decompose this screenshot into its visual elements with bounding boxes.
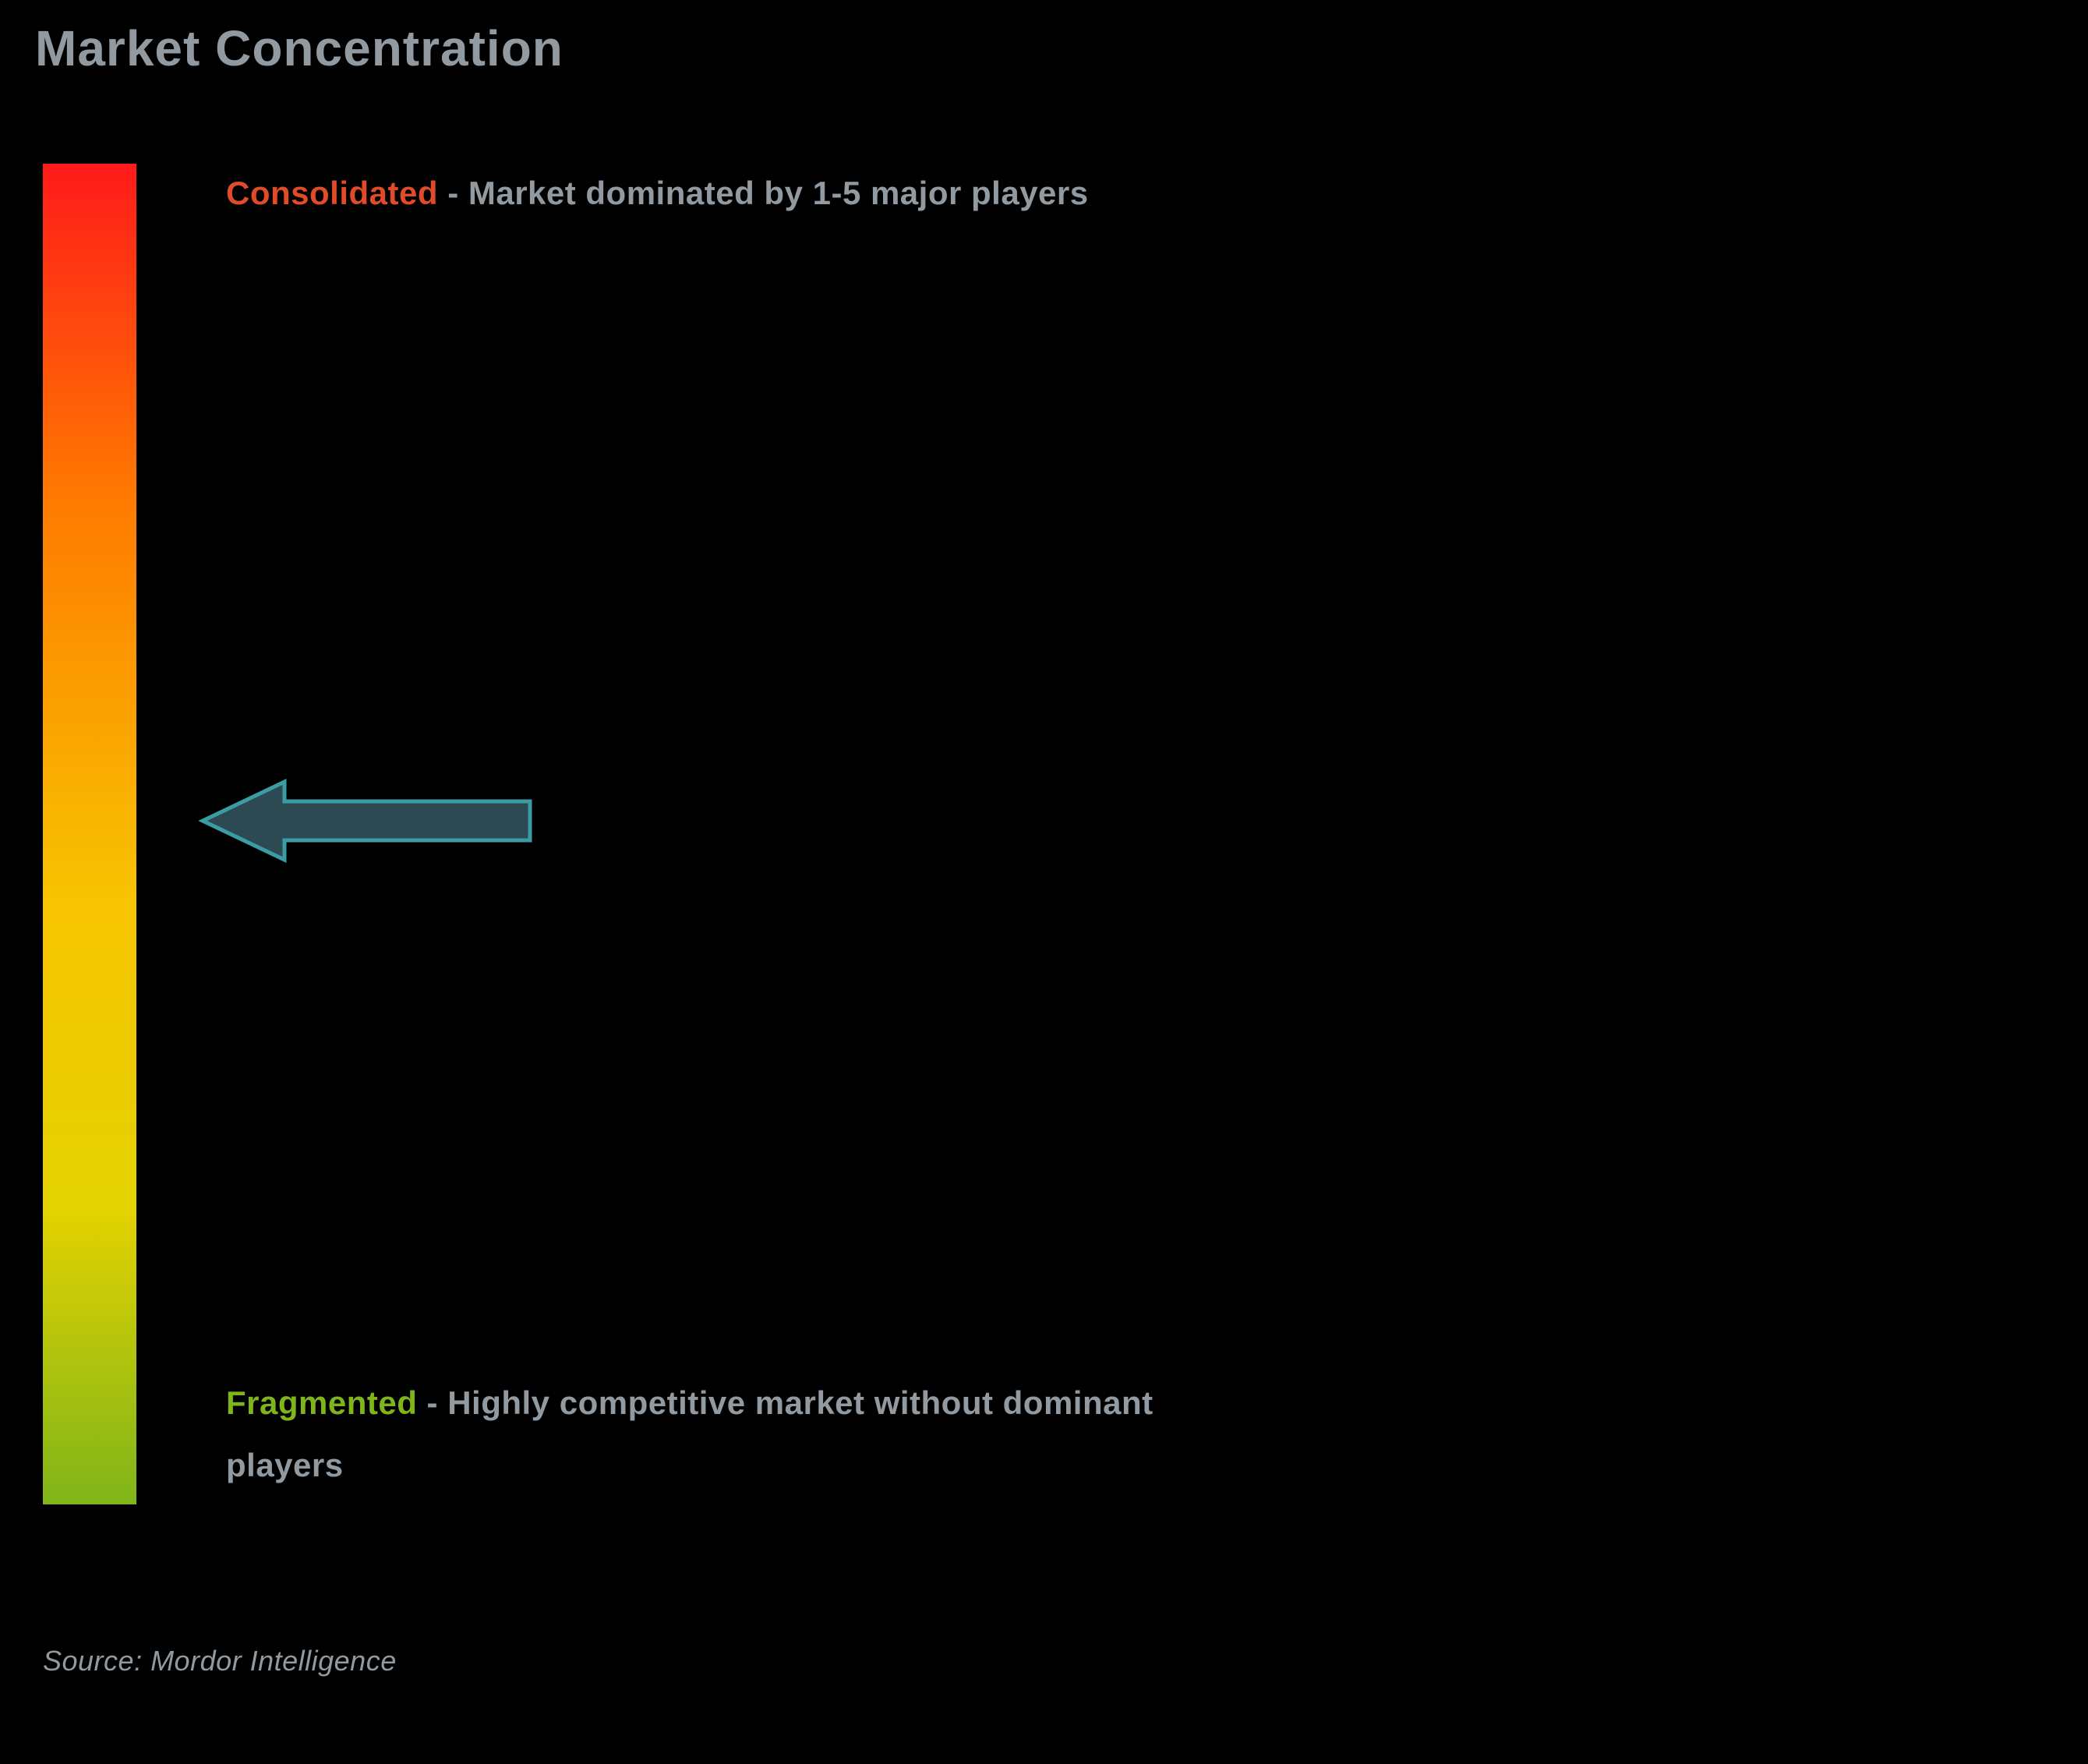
gradient-bar-svg [43, 164, 136, 1504]
arrow-icon [199, 778, 534, 864]
consolidated-label-strong: Consolidated [226, 175, 438, 211]
fragmented-label-strong: Fragmented [226, 1384, 417, 1421]
fragmented-label: Fragmented - Highly competitive market w… [226, 1372, 1239, 1497]
arrow-polygon [203, 782, 530, 860]
source-attribution: Source: Mordor Intelligence [43, 1645, 397, 1677]
market-concentration-diagram: Market Concentration Consolidated - Mark… [0, 0, 2088, 1764]
consolidated-label-rest: - Market dominated by 1-5 major players [447, 175, 1088, 211]
gradient-rect [43, 164, 136, 1504]
concentration-scale-bar [43, 164, 136, 1504]
consolidated-label: Consolidated - Market dominated by 1-5 m… [226, 171, 1994, 216]
position-pointer-arrow [199, 778, 534, 864]
diagram-title: Market Concentration [35, 19, 564, 77]
